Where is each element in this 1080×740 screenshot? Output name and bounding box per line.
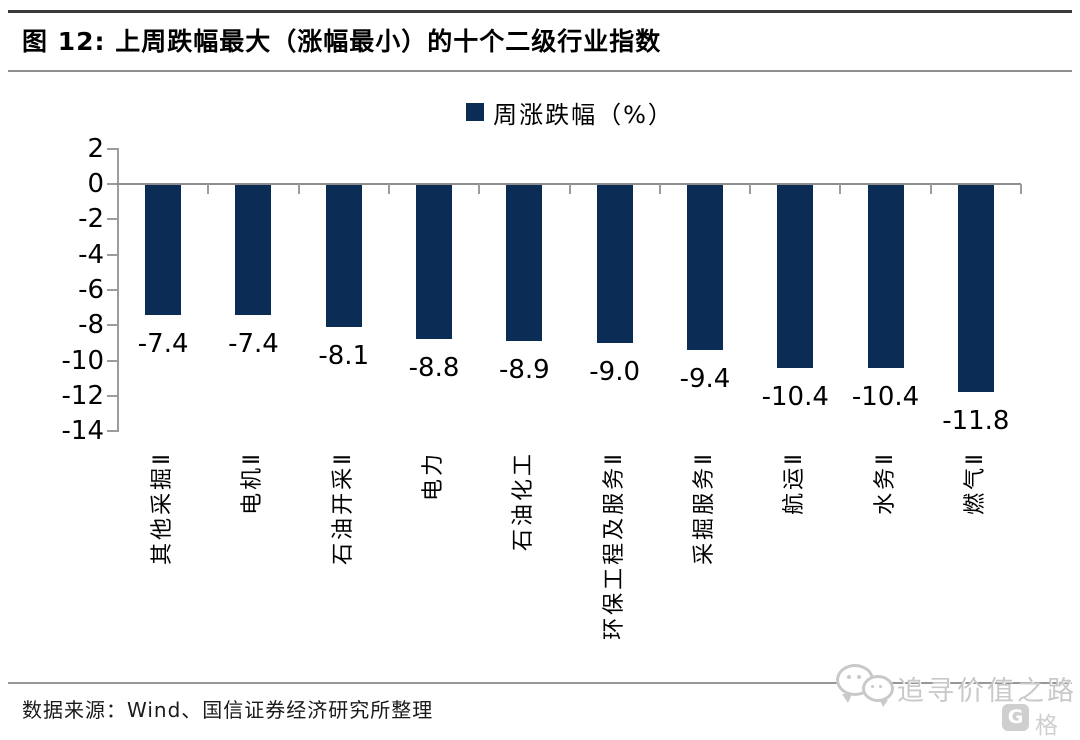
x-axis-tick (839, 184, 842, 194)
y-axis-tick (107, 394, 117, 397)
y-tick-label: 0 (87, 169, 104, 199)
watermark-text: 追寻价值之路 (897, 676, 1077, 707)
footer-divider (8, 682, 1072, 684)
title-divider (8, 70, 1072, 72)
x-axis-tick (929, 184, 932, 194)
y-tick-label: -6 (78, 274, 104, 305)
gelonghui-logo-text: 格隆汇 (1035, 713, 1060, 739)
x-axis-tick (297, 184, 300, 194)
category-label: 水务Ⅱ (872, 451, 898, 515)
y-axis-tick (107, 324, 117, 327)
chat-bubble-small (862, 675, 894, 702)
category-label: 燃气Ⅱ (962, 451, 988, 515)
x-axis-tick (387, 184, 390, 194)
chat-bubble-small-tail (880, 700, 888, 707)
gelonghui-logo-icon: G (1002, 704, 1029, 731)
y-tick-label: 2 (87, 133, 104, 164)
legend-swatch-icon (466, 103, 485, 121)
x-axis-tick (568, 184, 571, 194)
bar (235, 185, 272, 315)
bar (777, 185, 814, 368)
x-axis-tick (478, 184, 481, 194)
y-axis-tick (107, 288, 117, 291)
x-axis-tick (1020, 184, 1022, 194)
bar-value-label: -9.0 (589, 356, 640, 387)
category-label: 采掘服务Ⅱ (691, 451, 717, 565)
category-label: 石油开采Ⅱ (330, 451, 356, 565)
category-label: 航运Ⅱ (782, 451, 808, 515)
top-divider (8, 10, 1072, 13)
y-axis-tick (107, 359, 117, 362)
bar-value-label: -10.4 (761, 381, 829, 412)
chat-bubble-large-tail (842, 694, 852, 703)
x-axis-tick (658, 184, 661, 194)
chart-legend: 周涨跌幅（%） (118, 94, 1022, 130)
bar-value-label: -9.4 (679, 363, 731, 394)
x-axis-tick (207, 184, 210, 194)
legend-label: 周涨跌幅（%） (493, 100, 674, 129)
figure-title: 图 12: 上周跌幅最大（涨幅最小）的十个二级行业指数 (22, 27, 662, 56)
category-label: 环保工程及服务Ⅱ (601, 451, 627, 640)
y-axis-tick (107, 218, 117, 221)
y-tick-label: -12 (61, 380, 104, 411)
bar-value-label: -8.9 (498, 355, 550, 386)
bar-value-label: -11.8 (942, 406, 1010, 437)
bar (957, 185, 994, 393)
y-axis-tick (107, 430, 117, 433)
bar-value-label: -7.4 (228, 328, 279, 359)
category-label: 石油化工 (511, 451, 537, 552)
y-axis-line (117, 148, 119, 432)
bar (145, 185, 182, 315)
y-axis-tick (107, 183, 117, 185)
bar (506, 185, 543, 342)
bar (325, 185, 362, 327)
y-tick-label: -14 (61, 416, 104, 447)
bar-value-label: -7.4 (137, 328, 189, 359)
data-source-note: 数据来源：Wind、国信证券经济研究所整理 (22, 698, 434, 722)
bar (416, 185, 453, 340)
bar-value-label: -10.4 (851, 381, 920, 412)
y-tick-label: -4 (78, 239, 104, 270)
bar (596, 185, 633, 343)
bar-value-label: -8.8 (408, 353, 460, 384)
category-label: 电力 (421, 451, 447, 502)
bar (867, 185, 904, 368)
y-axis-tick (107, 147, 117, 150)
y-tick-label: -8 (78, 310, 104, 341)
bar (686, 185, 723, 350)
wechat-icon (836, 662, 896, 707)
y-tick-label: -2 (78, 204, 104, 235)
bar-value-label: -8.1 (318, 340, 370, 371)
y-axis-tick (107, 253, 117, 256)
y-tick-label: -10 (61, 345, 104, 376)
x-axis-tick (749, 184, 752, 194)
category-label: 电机Ⅱ (240, 451, 266, 515)
category-label: 其他采掘Ⅱ (150, 451, 176, 565)
